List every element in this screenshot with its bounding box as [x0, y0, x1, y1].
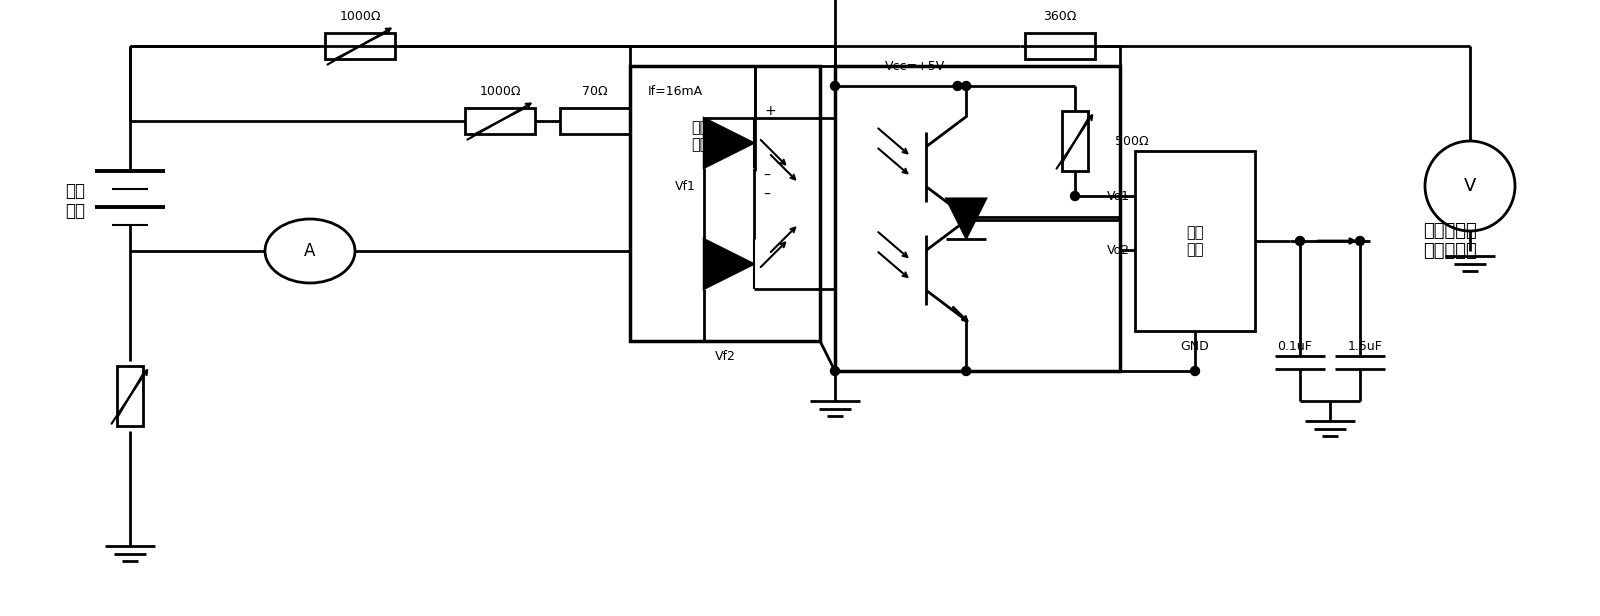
- Bar: [645, 101, 755, 171]
- Bar: [466, 108, 534, 134]
- Circle shape: [962, 81, 971, 91]
- Bar: [835, 66, 1120, 371]
- Circle shape: [962, 367, 971, 376]
- Circle shape: [1070, 192, 1080, 200]
- Bar: [1026, 33, 1094, 59]
- Bar: [1062, 111, 1088, 171]
- Text: –: –: [763, 169, 770, 183]
- Polygon shape: [704, 118, 754, 168]
- Text: A: A: [304, 242, 315, 260]
- Bar: [117, 366, 142, 426]
- Bar: [1134, 151, 1254, 331]
- Text: Vf1: Vf1: [675, 179, 696, 193]
- Circle shape: [1426, 141, 1515, 231]
- Text: Vcc=+5V: Vcc=+5V: [885, 60, 946, 73]
- Bar: [325, 33, 395, 59]
- Polygon shape: [946, 198, 986, 238]
- Text: Vo1: Vo1: [1107, 190, 1130, 203]
- Circle shape: [954, 81, 962, 91]
- Circle shape: [1355, 237, 1365, 246]
- Bar: [560, 108, 630, 134]
- Circle shape: [1190, 367, 1200, 376]
- Text: 70Ω: 70Ω: [582, 84, 608, 97]
- Circle shape: [830, 367, 840, 376]
- Text: 至低频噪声
前置放大器: 至低频噪声 前置放大器: [1422, 222, 1477, 261]
- Text: Vo2: Vo2: [1107, 243, 1130, 256]
- Text: 1.5uF: 1.5uF: [1347, 339, 1382, 352]
- Text: Vf2: Vf2: [715, 349, 736, 362]
- Text: If=16mA: If=16mA: [648, 84, 702, 97]
- Text: 通道
选择: 通道 选择: [691, 120, 709, 152]
- Text: V: V: [1464, 177, 1477, 195]
- Polygon shape: [704, 239, 754, 289]
- Text: 360Ω: 360Ω: [1043, 9, 1077, 23]
- Bar: [630, 66, 821, 341]
- Text: 500Ω: 500Ω: [1115, 134, 1149, 147]
- Text: 偏置
电源: 偏置 电源: [66, 182, 85, 221]
- Text: –: –: [763, 188, 770, 202]
- Text: GND: GND: [1181, 339, 1210, 352]
- Text: 0.1uF: 0.1uF: [1277, 339, 1312, 352]
- Text: 1000Ω: 1000Ω: [480, 84, 520, 97]
- Circle shape: [1296, 237, 1304, 246]
- Circle shape: [830, 81, 840, 91]
- Text: 通道
选择: 通道 选择: [1186, 225, 1203, 257]
- Text: 1000Ω: 1000Ω: [339, 9, 381, 23]
- Ellipse shape: [266, 219, 355, 283]
- Text: +: +: [765, 104, 776, 118]
